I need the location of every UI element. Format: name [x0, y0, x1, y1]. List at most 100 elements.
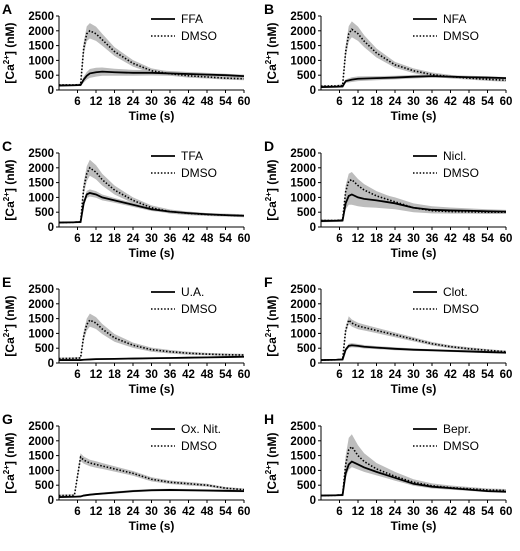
series-line-clot [320, 344, 507, 361]
y-tick-label: 0 [310, 358, 316, 370]
x-tick-label: 36 [426, 233, 439, 245]
y-tick-label: 500 [297, 207, 316, 219]
series-line-ffa [58, 70, 245, 87]
y-axis-label: [Ca2+] (nM) [2, 159, 17, 220]
y-tick-label: 2500 [290, 284, 316, 296]
x-axis-label: Time (s) [129, 519, 175, 533]
x-tick-label: 12 [90, 369, 103, 381]
y-tick-label: 500 [297, 70, 316, 82]
x-tick-label: 60 [500, 96, 513, 108]
panel-letter: C [2, 138, 12, 154]
y-tick-label: 2000 [290, 26, 316, 38]
x-tick-label: 42 [444, 369, 457, 381]
series-line-dmso [320, 28, 507, 87]
panel-letter: G [2, 411, 13, 427]
y-axis-label: [Ca2+] (nM) [264, 22, 279, 83]
x-tick-label: 18 [108, 506, 121, 518]
panel-g: G 0 500 1000 1500 2000 2500 6 12 18 24 30 36 42 48 54 60… [2, 411, 250, 533]
x-tick-label: 48 [201, 96, 214, 108]
panel-letter: D [264, 138, 274, 154]
x-tick-label: 36 [426, 506, 439, 518]
y-tick-label: 2000 [28, 163, 54, 175]
x-tick-label: 60 [500, 506, 513, 518]
x-tick-label: 54 [219, 369, 232, 381]
x-tick-label: 36 [164, 369, 177, 381]
x-tick-label: 48 [463, 233, 476, 245]
panel-letter: E [2, 274, 11, 290]
y-tick-label: 1500 [28, 451, 54, 463]
x-tick-label: 54 [481, 369, 494, 381]
x-tick-label: 24 [389, 233, 402, 245]
legend-label: NFA [443, 12, 466, 26]
panel-b: B 0 500 1000 1500 2000 2500 6 12 18 24 30 36 42 48 54 60… [264, 1, 512, 123]
x-tick-label: 30 [407, 506, 420, 518]
legend-label: DMSO [443, 29, 479, 43]
y-axis-label: [Ca2+] (nM) [264, 432, 279, 493]
y-tick-label: 0 [48, 222, 54, 234]
x-axis-label: Time (s) [129, 109, 175, 123]
x-axis-label: Time (s) [129, 246, 175, 260]
x-tick-label: 24 [127, 506, 140, 518]
y-tick-label: 1000 [28, 55, 54, 67]
x-tick-label: 30 [145, 369, 158, 381]
y-tick-label: 1000 [28, 192, 54, 204]
x-tick-label: 54 [219, 506, 232, 518]
y-tick-label: 1000 [28, 328, 54, 340]
x-axis-label: Time (s) [391, 519, 437, 533]
legend-label: DMSO [443, 166, 479, 180]
y-tick-label: 500 [297, 480, 316, 492]
y-tick-label: 500 [35, 480, 54, 492]
series-line-bepr [320, 460, 507, 497]
sem-band-nicl [321, 184, 506, 223]
panel-letter: F [264, 274, 273, 290]
x-tick-label: 24 [127, 233, 140, 245]
x-tick-label: 6 [336, 506, 342, 518]
x-tick-label: 42 [444, 506, 457, 518]
y-tick-label: 0 [48, 495, 54, 507]
legend-label: DMSO [181, 302, 217, 316]
x-tick-label: 48 [201, 506, 214, 518]
y-tick-label: 2500 [290, 148, 316, 160]
x-tick-label: 12 [90, 506, 103, 518]
y-tick-label: 1500 [28, 178, 54, 190]
x-tick-label: 30 [145, 233, 158, 245]
x-tick-label: 36 [164, 506, 177, 518]
x-tick-label: 30 [145, 96, 158, 108]
y-tick-label: 1500 [290, 314, 316, 326]
panel-d: D 0 500 1000 1500 2000 2500 6 12 18 24 30 36 42 48 54 60… [264, 138, 512, 260]
x-axis-label: Time (s) [391, 246, 437, 260]
x-tick-label: 18 [370, 96, 383, 108]
panel-letter: A [2, 1, 12, 17]
y-tick-label: 1000 [290, 55, 316, 67]
y-tick-label: 2000 [290, 299, 316, 311]
sem-band-dmso [59, 23, 244, 86]
x-tick-label: 60 [238, 233, 251, 245]
x-tick-label: 60 [238, 96, 251, 108]
x-tick-label: 36 [426, 369, 439, 381]
legend-label: Nicl. [443, 149, 466, 163]
x-tick-label: 6 [336, 369, 342, 381]
x-tick-label: 60 [500, 233, 513, 245]
x-tick-label: 6 [336, 96, 342, 108]
y-tick-label: 2500 [28, 11, 54, 23]
y-tick-label: 2500 [28, 148, 54, 160]
x-tick-label: 30 [407, 369, 420, 381]
x-tick-label: 18 [370, 233, 383, 245]
x-tick-label: 48 [201, 233, 214, 245]
y-axis-label: [Ca2+] (nM) [2, 295, 17, 356]
y-tick-label: 500 [35, 207, 54, 219]
x-tick-label: 48 [463, 506, 476, 518]
x-tick-label: 48 [201, 369, 214, 381]
x-tick-label: 42 [182, 506, 195, 518]
legend-label: Clot. [443, 285, 468, 299]
legend-label: U.A. [181, 285, 204, 299]
x-tick-label: 18 [108, 369, 121, 381]
y-tick-label: 0 [48, 358, 54, 370]
x-tick-label: 42 [182, 369, 195, 381]
panel-letter: H [264, 411, 274, 427]
y-tick-label: 0 [310, 85, 316, 97]
series-line-dmso [320, 445, 507, 497]
y-tick-label: 2000 [28, 436, 54, 448]
panel-h: H 0 500 1000 1500 2000 2500 6 12 18 24 30 36 42 48 54 60… [264, 411, 512, 533]
x-tick-label: 18 [108, 96, 121, 108]
